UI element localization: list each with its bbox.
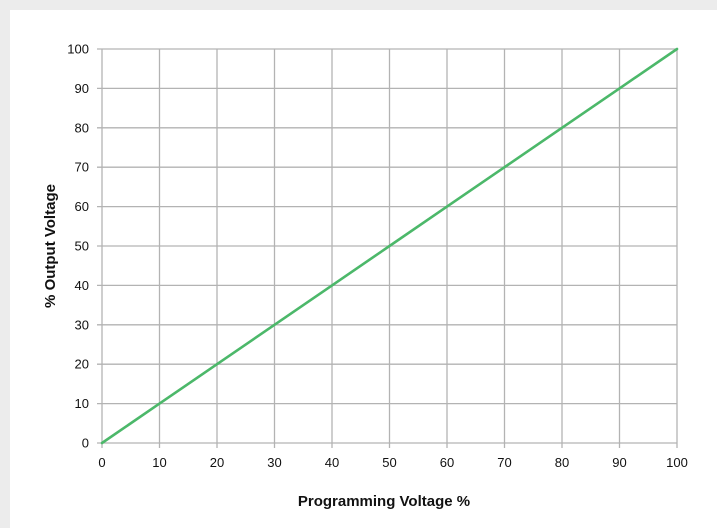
y-axis-ticks: 0 10 20 30 40 50 60 70 80 90 100 [67,42,89,451]
x-tick-label: 70 [497,455,511,470]
y-tick-label: 50 [75,239,89,254]
y-tick-label: 60 [75,199,89,214]
y-tick-label: 100 [67,42,89,57]
x-tick-label: 0 [98,455,105,470]
x-tick-label: 90 [612,455,626,470]
y-tick-label: 80 [75,120,89,135]
chart-card: 0 10 20 30 40 50 60 70 80 90 100 0 10 20 30 40 50 60 70 80… [10,10,717,528]
y-tick-label: 40 [75,278,89,293]
x-axis-title: Programming Voltage % [298,493,470,510]
x-tick-label: 80 [555,455,569,470]
y-tick-label: 90 [75,81,89,96]
grid [97,48,678,448]
x-axis-ticks: 0 10 20 30 40 50 60 70 80 90 100 [98,455,687,470]
x-tick-label: 30 [267,455,281,470]
y-tick-label: 70 [75,160,89,175]
series-layer [100,47,679,445]
series-line [100,47,679,445]
y-tick-label: 20 [75,357,89,372]
x-tick-label: 50 [382,455,396,470]
x-tick-label: 60 [440,455,454,470]
x-tick-label: 100 [666,455,688,470]
x-tick-label: 20 [210,455,224,470]
x-tick-label: 10 [152,455,166,470]
y-axis-title: % Output Voltage [42,184,59,308]
y-tick-label: 30 [75,317,89,332]
y-tick-label: 0 [82,436,89,451]
x-tick-label: 40 [325,455,339,470]
y-tick-label: 10 [75,396,89,411]
